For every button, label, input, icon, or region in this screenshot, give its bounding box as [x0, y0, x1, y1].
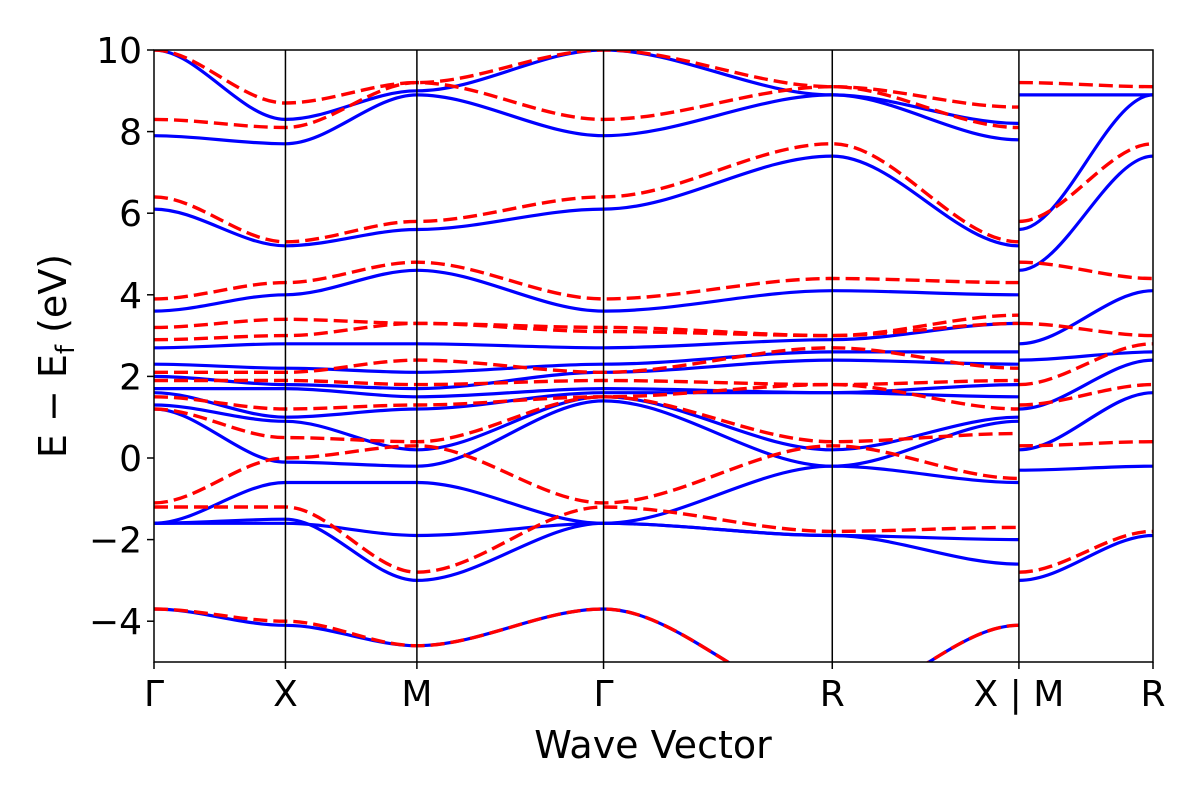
band-line-solid: [154, 464, 1019, 525]
band-line-dashed: [154, 50, 1019, 109]
band-line-dashed: [154, 142, 1019, 244]
y-tick-label: 8: [119, 113, 142, 154]
x-tick-label: Γ: [594, 674, 614, 715]
y-axis-label: E − Ef (eV): [31, 254, 81, 458]
band-line-solid: [1018, 154, 1153, 272]
y-tick-label: 10: [96, 31, 142, 72]
band-line-solid: [154, 399, 1019, 468]
x-tick-label: M: [401, 674, 432, 715]
y-tick-label: −4: [89, 602, 142, 643]
plot-frame: [153, 49, 1154, 663]
band-line-solid: [1018, 93, 1153, 232]
band-line-dashed: [154, 395, 1019, 444]
band-line-dashed: [1018, 321, 1153, 338]
band-line-dashed: [1018, 142, 1153, 224]
y-tick-label: 6: [119, 194, 142, 235]
band-line-solid: [1018, 464, 1153, 472]
band-line-dashed: [1018, 529, 1153, 574]
band-line-dashed: [1018, 260, 1153, 281]
x-tick-label: X | M: [974, 674, 1065, 715]
y-tick-label: −2: [89, 521, 142, 562]
x-tick-label: R: [1140, 674, 1165, 715]
plot-background: [154, 50, 1153, 662]
kpoint-divider-lines: [284, 50, 1020, 662]
y-axis-label-unit: (eV): [31, 254, 75, 345]
band-line-dashed: [1018, 80, 1153, 89]
y-tick-label: 2: [119, 357, 142, 398]
x-axis-label: Wave Vector: [534, 723, 772, 767]
band-line-solid: [154, 154, 1019, 248]
band-line-solid: [1018, 289, 1153, 346]
band-line-solid: [1018, 533, 1153, 582]
band-line-dashed: [1018, 440, 1153, 448]
y-axis-label-main: E − E: [31, 354, 75, 458]
y-axis-ticks: −4 −2 0 2 4 6 8 10: [89, 31, 154, 643]
y-tick-label: 0: [119, 439, 142, 480]
band-line-solid: [1018, 350, 1153, 362]
x-tick-label: X: [273, 674, 298, 715]
x-tick-label: R: [820, 674, 845, 715]
band-line-solid: [1018, 391, 1153, 452]
band-line-dashed: [1018, 382, 1153, 407]
band-line-solid: [154, 50, 1019, 125]
band-line-solid: [1018, 358, 1153, 411]
y-axis-label-subscript: f: [51, 344, 81, 354]
band-line-dashed: [154, 444, 1019, 505]
y-tick-label: 4: [119, 276, 142, 317]
x-axis-ticks: Γ X M Γ R X | M R: [144, 662, 1166, 715]
x-tick-label: Γ: [144, 674, 164, 715]
band-line-dashed: [1018, 342, 1153, 387]
